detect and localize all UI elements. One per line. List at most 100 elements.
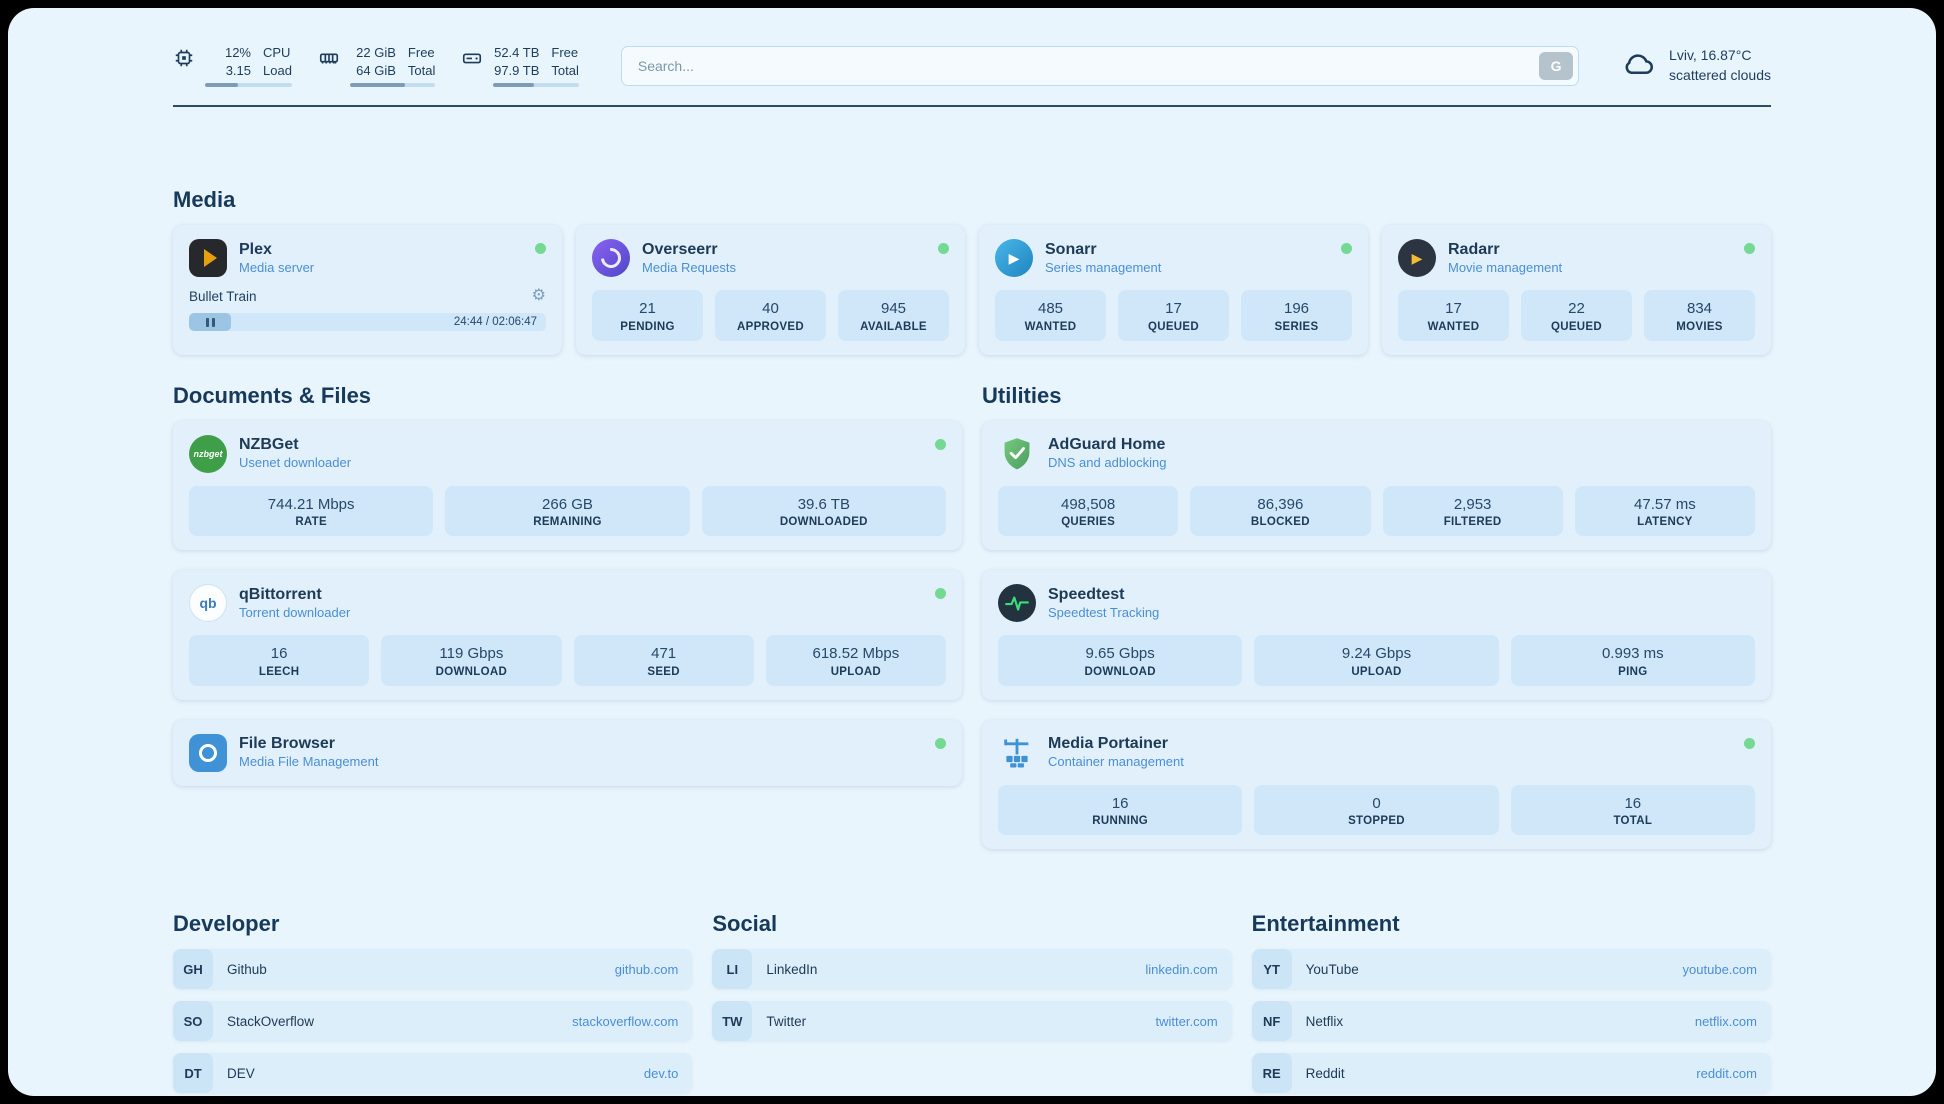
- bookmark-dev[interactable]: DT DEV dev.to: [173, 1053, 693, 1094]
- section-utilities: Utilities AdGuard Home: [982, 383, 1771, 850]
- app-desc: Torrent downloader: [239, 604, 351, 620]
- bookmark-stackoverflow[interactable]: SO StackOverflow stackoverflow.com: [173, 1001, 693, 1042]
- plex-icon: [189, 239, 227, 278]
- stat-queries: 498,508 QUERIES: [998, 485, 1179, 537]
- app-name: Media Portainer: [1048, 735, 1169, 753]
- stat-download: 9.65 Gbps DOWNLOAD: [998, 635, 1243, 686]
- disk-icon: [461, 47, 483, 69]
- dev-icon: DT: [173, 1053, 213, 1094]
- status-dot: [535, 243, 546, 255]
- app-name: NZBGet: [239, 436, 299, 454]
- section-title-developer: Developer: [173, 911, 280, 937]
- bookmark-twitter[interactable]: TW Twitter twitter.com: [712, 1001, 1232, 1042]
- stat-movies: 834 MOVIES: [1644, 290, 1755, 341]
- status-dot: [1744, 243, 1755, 255]
- status-dot: [935, 737, 946, 749]
- cpu-load-label: Load: [263, 62, 292, 78]
- playback-progress-bar[interactable]: 24:44 / 02:06:47: [189, 313, 546, 332]
- bookmark-netflix[interactable]: NF Netflix netflix.com: [1251, 1001, 1771, 1042]
- stat-downloaded: 39.6 TB DOWNLOADED: [701, 485, 946, 537]
- cpu-progress-bar: [205, 83, 292, 88]
- disk-free-value: 52.4 TB: [494, 45, 540, 60]
- app-desc: Usenet downloader: [239, 455, 352, 471]
- search-input[interactable]: [635, 56, 1540, 75]
- stat-seed: 471 SEED: [573, 635, 754, 686]
- stat-wanted: 485 WANTED: [995, 290, 1106, 341]
- app-card-qbittorrent[interactable]: qb qBittorrent Torrent downloader 16 LEE…: [173, 570, 962, 700]
- ram-total-value: 64 GiB: [356, 62, 396, 78]
- app-name: Speedtest: [1048, 585, 1125, 603]
- app-card-adguard[interactable]: AdGuard Home DNS and adblocking 498,508 …: [982, 420, 1771, 551]
- section-title-social: Social: [712, 911, 778, 937]
- disk-total-value: 97.9 TB: [494, 62, 540, 78]
- app-desc: Media Requests: [642, 259, 736, 275]
- app-desc: Container management: [1048, 754, 1184, 770]
- app-card-plex[interactable]: Plex Media server Bullet Train ⚙ 24:44 /…: [173, 225, 562, 355]
- stat-queued: 22 QUEUED: [1521, 290, 1632, 341]
- stat-available: 945 AVAILABLE: [838, 290, 949, 341]
- speedtest-icon: [998, 584, 1036, 623]
- bookmark-linkedin[interactable]: LI LinkedIn linkedin.com: [712, 949, 1232, 990]
- stat-wanted: 17 WANTED: [1398, 290, 1509, 341]
- status-dot: [1341, 243, 1352, 255]
- app-card-speedtest[interactable]: Speedtest Speedtest Tracking 9.65 Gbps D…: [982, 570, 1771, 700]
- filebrowser-icon: [189, 733, 227, 772]
- cpu-load-value: 3.15: [225, 62, 251, 78]
- bookmark-github[interactable]: GH Github github.com: [173, 949, 693, 990]
- stat-blocked: 86,396 BLOCKED: [1190, 485, 1371, 537]
- app-card-portainer[interactable]: Media Portainer Container management 16 …: [982, 719, 1771, 850]
- netflix-icon: NF: [1251, 1001, 1292, 1042]
- app-desc: Media server: [239, 259, 315, 275]
- section-documents: Documents & Files nzbget NZBGet Usenet d…: [173, 383, 962, 786]
- app-desc: DNS and adblocking: [1048, 455, 1167, 471]
- stat-pending: 21 PENDING: [592, 290, 703, 341]
- stat-upload: 9.24 Gbps UPLOAD: [1254, 635, 1499, 686]
- app-card-radarr[interactable]: ▶ Radarr Movie management 17 WANTED 22 Q…: [1382, 225, 1771, 355]
- pause-icon[interactable]: [189, 313, 231, 332]
- ram-total-label: Total: [407, 62, 436, 78]
- stat-latency: 47.57 ms LATENCY: [1574, 485, 1755, 537]
- app-desc: Speedtest Tracking: [1048, 604, 1160, 620]
- search-engine-button[interactable]: G: [1539, 51, 1574, 80]
- section-title-media: Media: [173, 187, 236, 213]
- cpu-percent: 12%: [224, 45, 251, 60]
- stat-queued: 17 QUEUED: [1118, 290, 1229, 341]
- sonarr-icon: ▶: [995, 239, 1033, 278]
- search-bar: G: [620, 45, 1580, 86]
- app-card-filebrowser[interactable]: File Browser Media File Management: [173, 719, 962, 786]
- app-card-sonarr[interactable]: ▶ Sonarr Series management 485 WANTED 17…: [979, 225, 1368, 355]
- settings-icon[interactable]: ⚙: [531, 287, 546, 305]
- stat-remaining: 266 GB REMAINING: [445, 485, 690, 537]
- stat-running: 16 RUNNING: [998, 784, 1243, 836]
- app-name: File Browser: [239, 735, 336, 753]
- app-card-overseerr[interactable]: Overseerr Media Requests 21 PENDING 40 A…: [576, 225, 965, 355]
- reddit-icon: RE: [1251, 1053, 1292, 1094]
- app-name: Radarr: [1448, 240, 1500, 258]
- section-media: Media Plex Media server Bullet Train ⚙: [173, 187, 1771, 355]
- bookmark-group-entertainment: Entertainment YT YouTube youtube.com NF …: [1251, 911, 1771, 1094]
- ram-icon: [318, 47, 340, 69]
- status-dot: [938, 243, 949, 255]
- stat-series: 196 SERIES: [1241, 290, 1352, 341]
- app-name: Overseerr: [642, 240, 718, 258]
- status-dot: [935, 438, 946, 450]
- app-card-nzbget[interactable]: nzbget NZBGet Usenet downloader 744.21 M…: [173, 420, 962, 551]
- disk-free-label: Free: [551, 45, 579, 60]
- github-icon: GH: [173, 949, 213, 990]
- stackoverflow-icon: SO: [173, 1001, 213, 1042]
- disk-widget: 52.4 TB 97.9 TB Free Total: [461, 44, 579, 88]
- dashboard-page: 12% 3.15 CPU Load: [8, 8, 1936, 1096]
- youtube-icon: YT: [1251, 949, 1292, 990]
- stat-total: 16 TOTAL: [1510, 784, 1755, 836]
- adguard-icon: [998, 435, 1036, 473]
- weather-widget: Lviv, 16.87°C scattered clouds: [1621, 46, 1771, 85]
- disk-total-label: Total: [551, 62, 579, 78]
- header-divider: [173, 105, 1771, 108]
- stat-upload: 618.52 Mbps UPLOAD: [765, 635, 946, 686]
- ram-free-label: Free: [407, 45, 435, 60]
- linkedin-icon: LI: [712, 949, 753, 990]
- cpu-icon: [173, 47, 195, 69]
- bookmark-youtube[interactable]: YT YouTube youtube.com: [1251, 949, 1771, 990]
- bookmark-reddit[interactable]: RE Reddit reddit.com: [1251, 1053, 1771, 1094]
- ram-free-value: 22 GiB: [356, 45, 396, 60]
